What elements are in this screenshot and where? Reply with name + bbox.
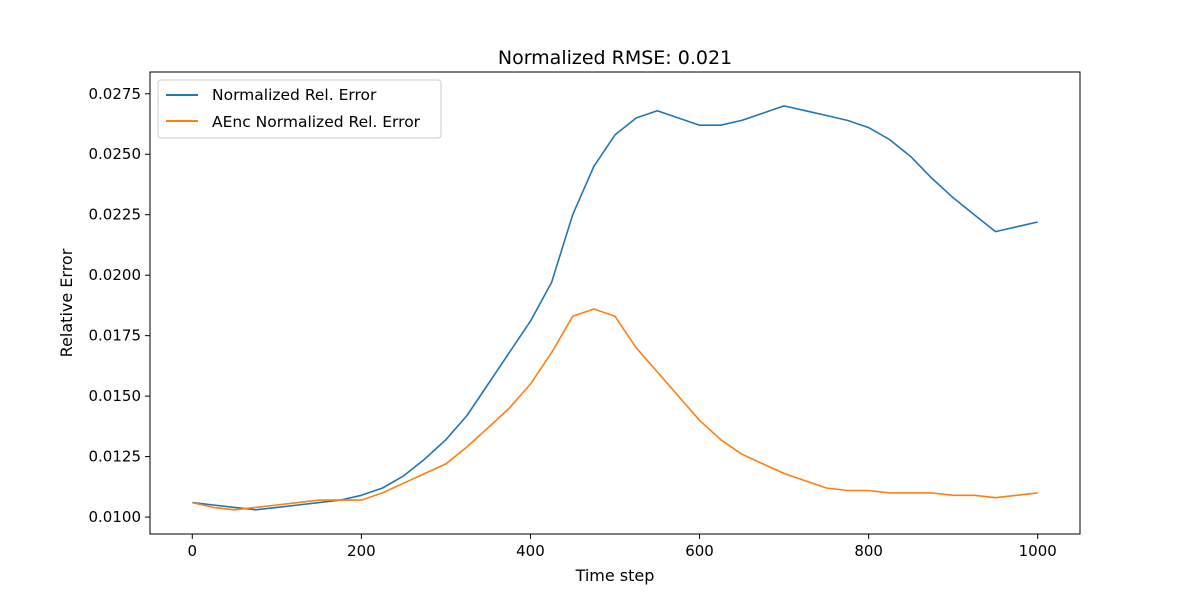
chart-title: Normalized RMSE: 0.021: [498, 47, 732, 69]
legend: Normalized Rel. Error AEnc Normalized Re…: [157, 79, 442, 139]
x-tick-label: 1000: [1019, 542, 1057, 560]
y-axis-ticks: 0.0100 0.0125 0.0150 0.0175 0.0200 0.0225 0.02…: [89, 85, 150, 526]
legend-label-aenc-normalized-rel-error: AEnc Normalized Rel. Error: [212, 113, 421, 131]
y-tick-label: 0.0175: [89, 327, 142, 345]
y-tick-label: 0.0200: [89, 266, 142, 284]
legend-box: [157, 79, 442, 139]
x-tick-label: 0: [187, 542, 197, 560]
x-axis-ticks: 0 200 400 600 800 1000: [187, 534, 1057, 560]
y-tick-label: 0.0100: [89, 508, 142, 526]
plot-area: [150, 72, 1080, 534]
x-tick-label: 800: [854, 542, 883, 560]
y-tick-label: 0.0125: [89, 448, 142, 466]
series-lines: [192, 105, 1038, 511]
plot-frame: [149, 71, 1081, 535]
y-axis-label: Relative Error: [57, 248, 76, 357]
x-tick-label: 200: [347, 542, 376, 560]
x-axis-label: Time step: [575, 566, 655, 585]
y-tick-label: 0.0275: [89, 85, 142, 103]
y-tick-label: 0.0225: [89, 206, 142, 224]
y-tick-label: 0.0150: [89, 387, 142, 405]
x-tick-label: 600: [685, 542, 714, 560]
legend-label-normalized-rel-error: Normalized Rel. Error: [212, 86, 377, 104]
y-tick-label: 0.0250: [89, 145, 142, 163]
x-tick-label: 400: [516, 542, 545, 560]
series-line-aenc-normalized-rel-error: [192, 308, 1038, 511]
series-line-normalized-rel-error: [192, 105, 1038, 511]
